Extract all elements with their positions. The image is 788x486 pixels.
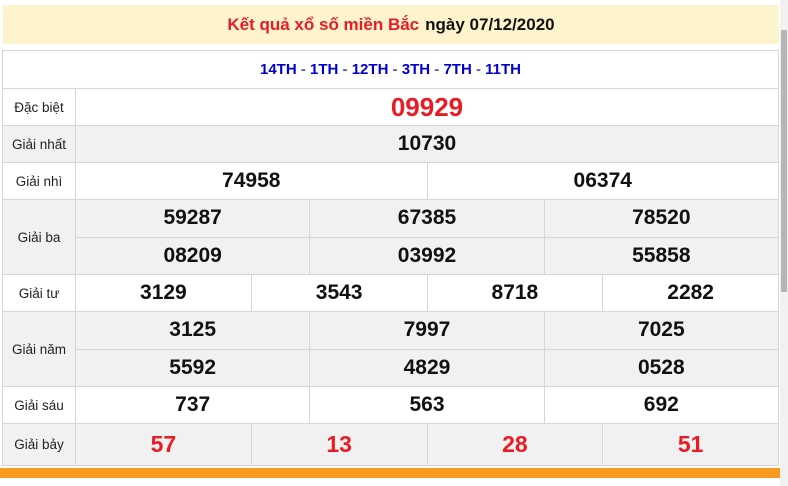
page-title: Kết quả xổ số miền Bắc bbox=[227, 14, 420, 34]
separator: - bbox=[430, 61, 444, 78]
prize-label: Giải nhất bbox=[3, 126, 76, 162]
prize-row-giai-bay: Giải bảy 57 13 28 51 bbox=[3, 423, 778, 465]
prize-number: 74958 bbox=[222, 169, 281, 192]
prize-label: Đặc biệt bbox=[3, 89, 76, 125]
separator: - bbox=[338, 61, 352, 78]
prize-label: Giải tư bbox=[3, 275, 76, 311]
prize-number: 3543 bbox=[250, 275, 427, 311]
prize-number: 78520 bbox=[543, 200, 778, 237]
prize-number: 10730 bbox=[397, 132, 457, 155]
scrollbar-thumb[interactable] bbox=[781, 30, 787, 292]
prize-number: 7997 bbox=[309, 312, 543, 349]
prize-number: 692 bbox=[543, 387, 778, 423]
prize-number: 06374 bbox=[426, 163, 779, 199]
prize-number: 08209 bbox=[163, 243, 222, 267]
prize-number: 55858 bbox=[543, 237, 778, 274]
prize-number: 57 bbox=[150, 431, 177, 457]
th-link[interactable]: 12TH bbox=[351, 61, 389, 78]
title-bar: Kết quả xổ số miền Bắc ngày 07/12/2020 bbox=[3, 5, 779, 44]
prize-number: 3129 bbox=[140, 281, 187, 304]
prize-number: 51 bbox=[602, 424, 778, 465]
prize-number: 8718 bbox=[426, 275, 603, 311]
prize-row-giai-nhat: Giải nhất 10730 bbox=[3, 125, 778, 162]
th-link[interactable]: 3TH bbox=[401, 61, 431, 78]
prize-number: 7025 bbox=[543, 312, 778, 349]
page-content: Kết quả xổ số miền Bắc ngày 07/12/2020 1… bbox=[0, 5, 780, 478]
prize-row-giai-sau: Giải sáu 737 563 692 bbox=[3, 386, 778, 423]
prize-label: Giải sáu bbox=[3, 387, 76, 423]
prize-number: 4829 bbox=[309, 349, 543, 386]
th-links-row: 14TH - 1TH - 12TH - 3TH - 7TH - 11TH bbox=[3, 51, 778, 88]
prize-row-giai-ba: Giải ba 59287 67385 78520 08209 03992 55… bbox=[3, 199, 778, 274]
prize-number: 59287 bbox=[163, 206, 222, 230]
th-link[interactable]: 1TH bbox=[310, 61, 339, 78]
prize-number: 13 bbox=[250, 424, 427, 465]
prize-row-giai-tu: Giải tư 3129 3543 8718 2282 bbox=[3, 274, 778, 311]
prize-number: 2282 bbox=[602, 275, 778, 311]
th-link[interactable]: 11TH bbox=[485, 61, 521, 78]
prize-label: Giải năm bbox=[3, 312, 76, 386]
prize-row-dac-biet: Đặc biệt 09929 bbox=[3, 88, 778, 125]
th-link[interactable]: 14TH bbox=[260, 61, 297, 78]
bottom-accent-bar bbox=[0, 468, 780, 478]
separator: - bbox=[296, 61, 311, 78]
special-prize-number: 09929 bbox=[390, 91, 464, 122]
prize-number: 737 bbox=[175, 393, 211, 416]
scrollbar[interactable] bbox=[780, 0, 788, 486]
prize-row-giai-nhi: Giải nhì 74958 06374 bbox=[3, 162, 778, 199]
prize-number: 03992 bbox=[309, 237, 543, 274]
prize-number: 67385 bbox=[309, 200, 543, 237]
prize-label: Giải nhì bbox=[3, 163, 76, 199]
th-link[interactable]: 7TH bbox=[443, 61, 472, 78]
prize-number: 5592 bbox=[169, 355, 217, 379]
prize-label: Giải bảy bbox=[3, 424, 76, 465]
prize-row-giai-nam: Giải năm 3125 7997 7025 5592 4829 0528 bbox=[3, 311, 778, 386]
prize-number: 0528 bbox=[543, 349, 778, 386]
prize-label: Giải ba bbox=[3, 200, 76, 274]
prize-number: 28 bbox=[426, 424, 603, 465]
separator: - bbox=[471, 61, 486, 78]
draw-date: ngày 07/12/2020 bbox=[425, 14, 555, 34]
results-table: 14TH - 1TH - 12TH - 3TH - 7TH - 11TH Đặc… bbox=[2, 50, 779, 466]
separator: - bbox=[388, 61, 402, 78]
prize-number: 3125 bbox=[169, 318, 217, 342]
prize-number: 563 bbox=[309, 387, 543, 423]
